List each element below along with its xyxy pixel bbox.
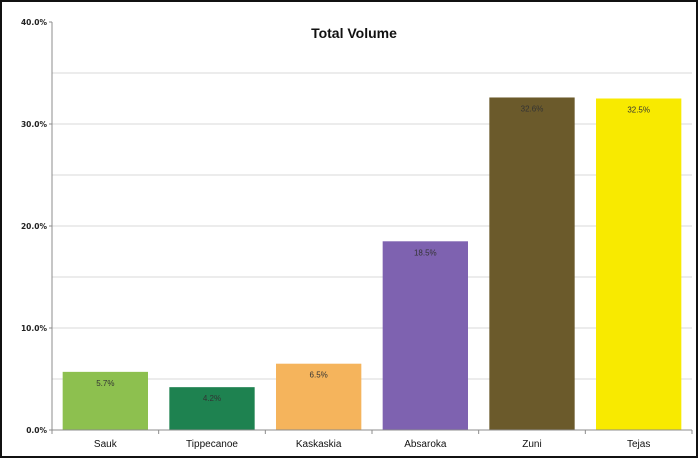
y-tick-label: 40.0%	[21, 18, 48, 27]
x-tick-label: Kaskaskia	[296, 439, 342, 450]
data-label: 4.2%	[203, 394, 221, 403]
bars: 5.7% 4.2% 6.5% 18.5% 32.6% 32.5%	[62, 97, 682, 430]
bar-tippecanoe	[169, 387, 255, 430]
bar-absaroka	[382, 241, 468, 430]
x-tick-label: Zuni	[522, 439, 541, 450]
y-tick-label: 30.0%	[21, 120, 48, 129]
y-tick-label: 0.0%	[26, 426, 47, 435]
bar-tejas	[596, 98, 682, 430]
x-tick-label: Absaroka	[404, 439, 447, 450]
x-tick-label: Tippecanoe	[186, 439, 238, 450]
data-label: 6.5%	[310, 371, 328, 380]
data-label: 18.5%	[414, 248, 437, 257]
y-tick-label: 10.0%	[21, 324, 48, 333]
x-tick-label: Sauk	[94, 439, 118, 450]
bar-zuni	[489, 97, 575, 430]
x-tick-label: Tejas	[627, 439, 650, 450]
gridlines	[52, 72, 692, 380]
data-label: 32.6%	[521, 104, 544, 113]
y-axis: 0.0% 10.0% 20.0% 30.0% 40.0%	[21, 18, 53, 435]
x-axis: Sauk Tippecanoe Kaskaskia Absaroka Zuni Tejas	[51, 429, 693, 450]
y-tick-label: 20.0%	[21, 222, 48, 231]
bar-kaskaskia	[276, 363, 362, 430]
bar-sauk	[62, 371, 148, 430]
chart-title: Total Volume	[311, 25, 397, 41]
data-label: 5.7%	[96, 379, 114, 388]
data-label: 32.5%	[627, 106, 650, 115]
